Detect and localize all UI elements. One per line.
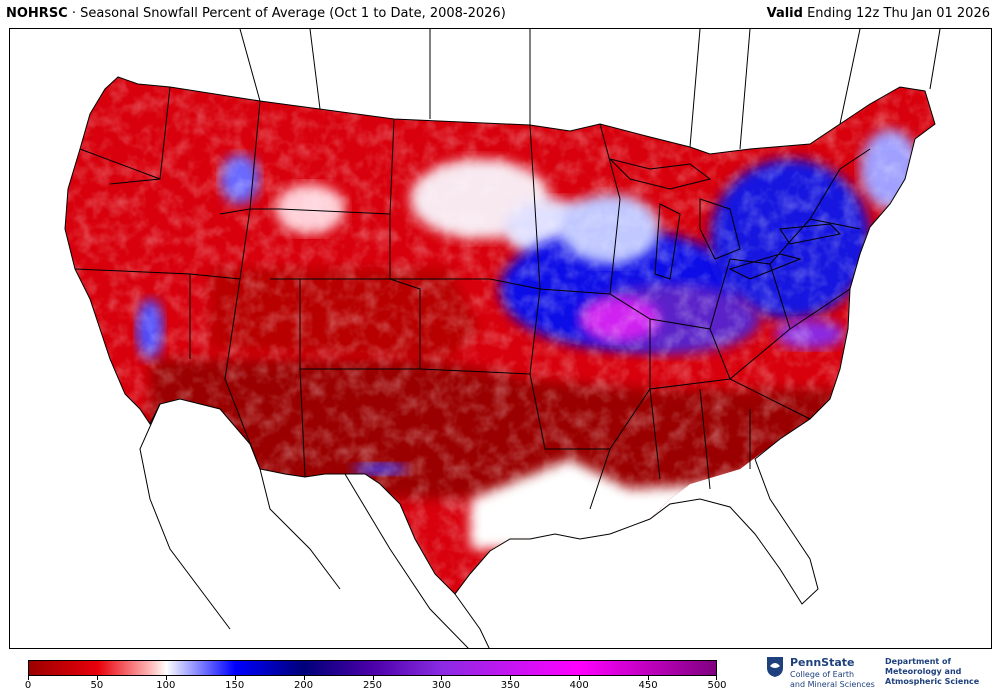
colorbar-tick (96, 676, 98, 680)
colorbar-tick (165, 676, 167, 680)
colorbar-tick-label: 350 (500, 680, 520, 691)
state-lines (74, 86, 871, 510)
colorbar-tick-label: 0 (24, 680, 32, 691)
colorbar-tick-label: 150 (225, 680, 245, 691)
colorbar-tick (579, 676, 581, 680)
colorbar-tick (303, 676, 305, 680)
source-label: NOHRSC (6, 6, 68, 21)
pennstate-name: PennState (790, 656, 855, 669)
shield-icon (767, 657, 783, 677)
colorbar-tick-label: 300 (431, 680, 451, 691)
department-line1: Department of (885, 657, 952, 666)
great-lakes (608, 158, 842, 280)
colorbar-tick (234, 676, 236, 680)
pennstate-logo: PennState College of Earth and Mineral S… (766, 656, 878, 696)
department-logo: Department of Meteorology and Atmospheri… (885, 657, 995, 697)
valid-text: Ending 12z Thu Jan 01 2026 (802, 6, 990, 21)
pennstate-college-line1: College of Earth (790, 670, 855, 679)
pennstate-college-line2: and Mineral Sciences (790, 680, 875, 689)
snowfall-raster (65, 77, 935, 594)
colorbar-tick-label: 450 (638, 680, 658, 691)
colorbar (28, 660, 717, 676)
colorbar-tick-label: 400 (569, 680, 589, 691)
title-separator: · (67, 6, 81, 21)
colorbar-ticks: 0 50 100 150 200 250 300 350 400 450 500 (24, 676, 727, 698)
valid-label: Valid (766, 6, 803, 21)
colorbar-tick-label: 200 (294, 680, 314, 691)
colorbar-tick (28, 676, 29, 680)
department-line2: Meteorology and (885, 667, 962, 676)
colorbar-tick-label: 250 (362, 680, 383, 691)
canada-lines (239, 29, 941, 150)
mexico-lines (139, 403, 490, 648)
department-line3: Atmospheric Science (885, 677, 980, 686)
colorbar-tick (716, 676, 717, 680)
snowfall-map (64, 29, 941, 648)
map-title: NOHRSC · Seasonal Snowfall Percent of Av… (6, 6, 506, 21)
colorbar-tick (372, 676, 374, 680)
colorbar-tick-label: 50 (90, 680, 104, 691)
colorbar-tick-label: 500 (707, 680, 727, 691)
colorbar-tick (648, 676, 650, 680)
colorbar-tick (510, 676, 512, 680)
boundary-lines (64, 29, 941, 648)
us-outline (64, 76, 936, 605)
title-text: Seasonal Snowfall Percent of Average (Oc… (80, 6, 506, 21)
valid-time: Valid Ending 12z Thu Jan 01 2026 (767, 6, 990, 21)
header: NOHRSC · Seasonal Snowfall Percent of Av… (0, 0, 1000, 28)
map-panel (9, 28, 992, 649)
colorbar-tick (441, 676, 443, 680)
colorbar-tick-label: 100 (156, 680, 176, 691)
